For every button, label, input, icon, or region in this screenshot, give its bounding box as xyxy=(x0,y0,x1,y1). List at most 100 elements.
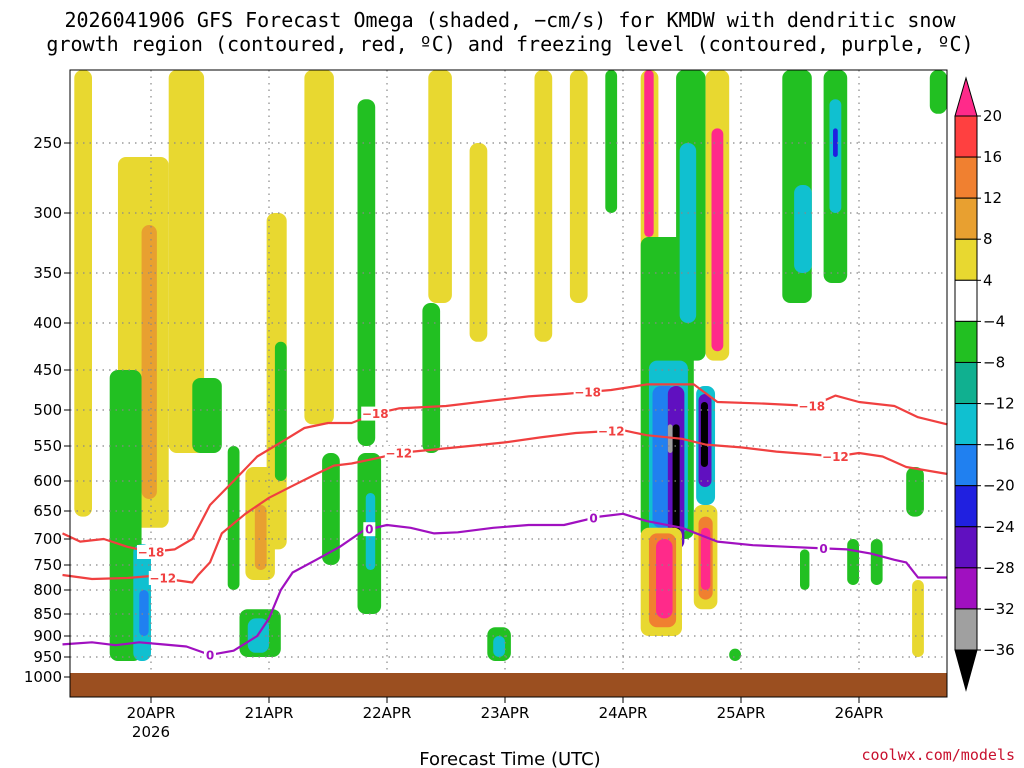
contour-minus-12 xyxy=(62,429,948,584)
contour-label-bg-minus-12-0 xyxy=(148,571,177,585)
omega-cell-20 xyxy=(422,303,441,453)
contour-label-freezing-level-0: 0 xyxy=(206,648,214,662)
contour-label-bg-minus-18-3 xyxy=(797,399,826,413)
colorbar-label-3: 8 xyxy=(983,230,993,248)
colorbar-segment-10 xyxy=(954,526,978,569)
colorbar-label-10: −24 xyxy=(983,518,1015,536)
ground-layer xyxy=(70,673,947,697)
y-tick-label-250: 250 xyxy=(33,134,62,152)
x-tick-label-25APR: 25APR xyxy=(717,704,766,722)
omega-cell-22 xyxy=(469,143,488,342)
omega-cell-7 xyxy=(192,378,222,453)
omega-cell-16 xyxy=(322,453,340,565)
omega-cell-57 xyxy=(870,539,883,585)
omega-cell-48 xyxy=(700,527,711,590)
chart-title-line1: 2026041906 GFS Forecast Omega (shaded, −… xyxy=(64,8,956,32)
omega-cell-42 xyxy=(711,128,724,352)
contour-label-bg-freezing-level-3 xyxy=(817,541,830,556)
contour-label-bg-minus-18-0 xyxy=(137,545,165,559)
omega-cell-34 xyxy=(672,424,680,539)
y-tick-label-600: 600 xyxy=(33,472,62,490)
colorbar-label-6: −8 xyxy=(983,353,1005,371)
omega-cell-60 xyxy=(929,70,947,114)
credit-link[interactable]: coolwx.com/models xyxy=(861,746,1015,764)
y-tick-label-700: 700 xyxy=(33,530,62,548)
omega-cell-59 xyxy=(912,580,924,657)
colorbar-label-0: 20 xyxy=(983,107,1002,125)
omega-cell-24 xyxy=(493,636,505,657)
omega-cell-25 xyxy=(534,70,553,342)
colorbar-segment-7 xyxy=(954,403,978,446)
omega-cell-2 xyxy=(141,225,157,499)
colorbar-segment-8 xyxy=(954,444,978,487)
y-tick-label-500: 500 xyxy=(33,401,62,419)
x-tick-label-24APR: 24APR xyxy=(599,704,648,722)
colorbar-segment-5 xyxy=(954,320,978,363)
x-tick-label-22APR: 22APR xyxy=(363,704,412,722)
contour-label-bg-minus-18-2 xyxy=(573,385,602,399)
omega-cell-54 xyxy=(833,128,838,157)
omega-cell-55 xyxy=(800,549,810,590)
colorbar-label-5: −4 xyxy=(983,312,1005,330)
contour-label-bg-minus-18-1 xyxy=(361,406,390,421)
colorbar-segment-11 xyxy=(954,567,978,610)
y-axis-ticks: 250 300 350 400 450 500 550 600 650 700 750 800 850 9… xyxy=(24,134,70,686)
omega-cell-51 xyxy=(794,185,812,273)
y-tick-label-350: 350 xyxy=(33,264,62,282)
omega-cell-27 xyxy=(605,70,618,213)
omega-cell-6 xyxy=(168,70,205,453)
contour-label-minus-18-1: −18 xyxy=(362,407,389,421)
colorbar: 20 16 12 8 4 −4 −8 −12 −16 −20 −24 −28 −32 −36 xyxy=(954,76,1015,692)
omega-cell-49 xyxy=(729,648,741,661)
y-tick-label-400: 400 xyxy=(33,314,62,332)
omega-cell-37 xyxy=(679,143,697,323)
omega-cell-17 xyxy=(357,99,376,446)
colorbar-segment-2 xyxy=(954,197,978,240)
colorbar-segment-4 xyxy=(954,279,978,322)
contour-label-bg-minus-12-2 xyxy=(597,423,626,438)
contour-lines: −18 −18 −18 −18 −12 −12 −12 −12 0 0 0 0 xyxy=(62,383,948,662)
colorbar-bottom-triangle xyxy=(954,649,978,692)
contour-label-minus-12-3: −12 xyxy=(822,450,849,464)
y-tick-label-900: 900 xyxy=(33,627,62,645)
omega-cell-15 xyxy=(304,70,334,425)
x-tick-sublabel-20APR: 2026 xyxy=(132,723,170,741)
colorbar-segment-6 xyxy=(954,361,978,405)
omega-cell-40 xyxy=(700,402,708,467)
colorbar-segment-12 xyxy=(954,608,978,651)
omega-cell-58 xyxy=(906,467,924,517)
contour-label-minus-18-0: −18 xyxy=(138,546,165,560)
y-tick-label-750: 750 xyxy=(33,556,62,574)
colorbar-label-11: −28 xyxy=(983,559,1015,577)
y-tick-label-450: 450 xyxy=(33,361,62,379)
colorbar-label-8: −16 xyxy=(983,436,1015,454)
contour-label-freezing-level-3: 0 xyxy=(819,542,827,556)
contour-label-bg-freezing-level-2 xyxy=(587,511,600,525)
contour-label-bg-freezing-level-1 xyxy=(363,522,376,537)
chart-title-line2: growth region (contoured, red, ºC) and f… xyxy=(46,32,973,56)
x-tick-label-26APR: 26APR xyxy=(835,704,884,722)
y-tick-label-550: 550 xyxy=(33,437,62,455)
contour-label-bg-freezing-level-0 xyxy=(204,647,216,662)
contour-label-freezing-level-1: 0 xyxy=(365,523,373,537)
contour-label-minus-12-1: −12 xyxy=(385,447,412,461)
contour-label-minus-12-0: −12 xyxy=(149,572,176,586)
omega-cell-10 xyxy=(254,505,267,570)
omega-cell-5 xyxy=(139,590,149,636)
colorbar-label-13: −36 xyxy=(983,641,1015,659)
x-tick-label-20APR: 20APR xyxy=(127,704,176,722)
colorbar-label-4: 4 xyxy=(983,271,993,289)
omega-cell-21 xyxy=(428,70,452,303)
omega-cell-29 xyxy=(644,70,654,237)
omega-cell-14 xyxy=(274,341,287,481)
y-tick-label-950: 950 xyxy=(33,648,62,666)
colorbar-label-7: −12 xyxy=(983,395,1015,413)
colorbar-label-9: −20 xyxy=(983,477,1015,495)
colorbar-segment-0 xyxy=(954,115,978,158)
x-axis-label: Forecast Time (UTC) xyxy=(419,749,600,768)
colorbar-segment-1 xyxy=(954,156,978,199)
omega-cell-45 xyxy=(656,539,673,619)
y-tick-label-1000: 1000 xyxy=(24,668,62,686)
